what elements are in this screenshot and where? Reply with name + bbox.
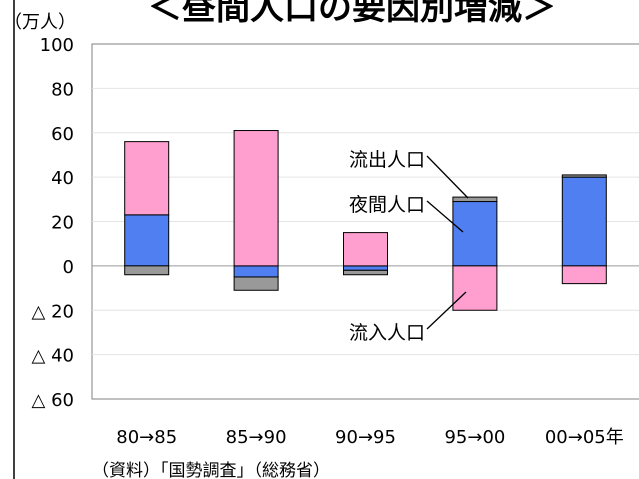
x-tick-label: 80→85 [116, 427, 177, 448]
x-tick-label: 90→95 [335, 427, 396, 448]
x-tick-label: 85→90 [226, 427, 287, 448]
bar-segment [561, 174, 607, 178]
bar-segment [124, 141, 170, 216]
bar-segment [343, 232, 388, 267]
y-tick-label: 60 [51, 124, 74, 145]
y-tick-label: △ 60 [32, 390, 74, 411]
bar-segment [343, 269, 388, 276]
bar-segment [124, 265, 170, 276]
y-tick-label: △ 20 [32, 301, 74, 322]
y-tick-label: 20 [51, 213, 74, 234]
bar-segment [561, 176, 607, 267]
bar-segment [561, 265, 607, 285]
x-tick-label: 95→00 [444, 427, 505, 448]
y-tick-label: 100 [40, 35, 74, 56]
unit-label: （万人） [4, 12, 76, 33]
bar-segment [452, 196, 498, 203]
bar-segment [233, 130, 279, 267]
y-tick-label: 0 [63, 257, 74, 278]
annotation-leader [426, 291, 467, 330]
bar-segment [124, 214, 170, 267]
bar-segment [452, 265, 498, 311]
annotation-label: 流入人口 [349, 322, 425, 344]
source-note: （資料）「国勢調査」（総務省） [92, 461, 330, 479]
y-tick-label: 80 [51, 79, 74, 100]
y-tick-label: △ 40 [32, 346, 74, 367]
bar-segment [233, 276, 279, 291]
bar-segment [452, 201, 498, 267]
y-tick-label: 40 [51, 168, 74, 189]
annotation-leader [426, 200, 464, 233]
bar-segment [343, 265, 388, 271]
chart-title: ＜昼間人口の要因別増減＞ [148, 0, 556, 28]
annotation-label: 夜間人口 [349, 194, 425, 216]
x-tick-label: 00→05年 [545, 427, 624, 448]
bar-segment [233, 265, 279, 278]
annotation-leader [426, 155, 469, 199]
annotation-label: 流出人口 [349, 149, 425, 171]
